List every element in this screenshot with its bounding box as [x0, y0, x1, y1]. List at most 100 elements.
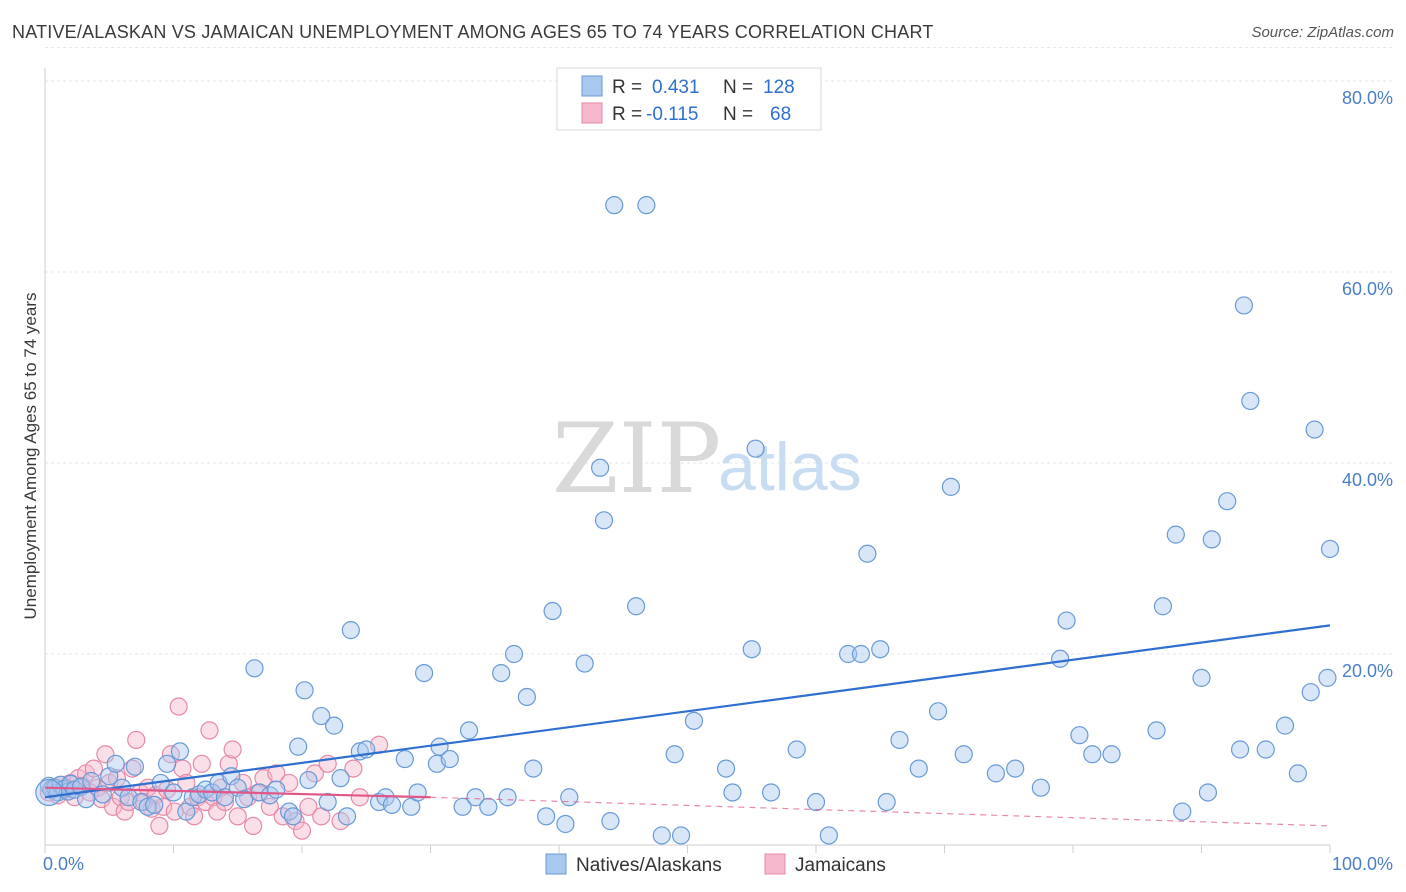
jamaican-point-66: [351, 789, 368, 806]
native-point-48: [338, 808, 355, 825]
native-point-43: [300, 772, 317, 789]
native-point-106: [1032, 779, 1049, 796]
y-tick-label-3: 80.0%: [1342, 88, 1393, 108]
native-point-112: [1148, 722, 1165, 739]
watermark-zip: ZIP: [552, 403, 721, 515]
native-point-70: [525, 760, 542, 777]
stats-legend-r-value-natives: 0.431: [652, 77, 700, 98]
native-point-90: [763, 784, 780, 801]
native-point-105: [1007, 760, 1024, 777]
stats-legend-swatch-natives: [582, 76, 602, 96]
stats-legend-n-label-jamaicans: N =: [723, 104, 753, 125]
bottom-legend: Natives/Alaskans Jamaicans: [546, 854, 886, 876]
native-point-63: [461, 722, 478, 739]
native-point-22: [159, 755, 176, 772]
stats-legend-n-value-natives: 128: [763, 77, 795, 98]
native-point-75: [576, 655, 593, 672]
x-tick-label-0: 0.0%: [43, 854, 84, 874]
native-point-113: [1154, 598, 1171, 615]
jamaican-point-41: [201, 722, 218, 739]
native-point-97: [872, 641, 889, 658]
native-point-77: [595, 512, 612, 529]
native-point-95: [852, 646, 869, 663]
native-point-80: [606, 197, 623, 214]
native-point-40: [285, 808, 302, 825]
native-point-108: [1058, 612, 1075, 629]
native-point-123: [1257, 741, 1274, 758]
native-point-116: [1193, 669, 1210, 686]
native-point-78: [602, 813, 619, 830]
native-point-89: [747, 440, 764, 457]
native-point-68: [506, 646, 523, 663]
native-point-82: [653, 827, 670, 844]
native-point-81: [638, 197, 655, 214]
native-point-98: [878, 794, 895, 811]
native-point-88: [743, 641, 760, 658]
native-point-101: [930, 703, 947, 720]
native-point-124: [1277, 717, 1294, 734]
stats-legend-r-label-natives: R =: [612, 77, 642, 98]
native-point-72: [544, 603, 561, 620]
native-point-49: [342, 622, 359, 639]
native-point-14: [107, 755, 124, 772]
native-point-42: [296, 682, 313, 699]
y-tick-label-1: 40.0%: [1342, 470, 1393, 490]
native-point-119: [1219, 493, 1236, 510]
jamaican-point-33: [170, 698, 187, 715]
stats-legend: R = 0.431 N = 128 R = -0.115 N = 68: [557, 68, 821, 130]
native-point-104: [987, 765, 1004, 782]
native-point-35: [246, 660, 263, 677]
jamaican-point-48: [229, 808, 246, 825]
stats-legend-n-label-natives: N =: [723, 77, 753, 98]
native-point-107: [1052, 650, 1069, 667]
native-point-74: [561, 789, 578, 806]
native-point-47: [332, 770, 349, 787]
stats-legend-n-value-jamaicans: 68: [770, 104, 791, 125]
bottom-legend-label-natives: Natives/Alaskans: [576, 855, 722, 876]
jamaican-point-51: [245, 817, 262, 834]
native-point-120: [1232, 741, 1249, 758]
native-point-84: [673, 827, 690, 844]
native-point-57: [409, 784, 426, 801]
native-point-87: [724, 784, 741, 801]
native-point-24: [171, 743, 188, 760]
native-point-91: [788, 741, 805, 758]
bottom-legend-swatch-natives: [546, 854, 566, 874]
grid-layer: [45, 48, 1392, 654]
native-point-73: [557, 815, 574, 832]
native-point-128: [1319, 669, 1336, 686]
native-point-86: [718, 760, 735, 777]
native-point-17: [126, 758, 143, 775]
natives-trend-line: [45, 625, 1330, 797]
native-point-122: [1242, 392, 1259, 409]
native-point-99: [891, 731, 908, 748]
bottom-legend-swatch-jamaicans: [765, 854, 785, 874]
native-point-79: [628, 598, 645, 615]
native-point-92: [808, 794, 825, 811]
native-point-66: [493, 665, 510, 682]
native-point-20: [146, 796, 163, 813]
native-point-129: [1322, 540, 1339, 557]
stats-legend-swatch-jamaicans: [582, 103, 602, 123]
native-point-109: [1071, 727, 1088, 744]
native-point-cluster: [36, 779, 62, 805]
native-point-61: [441, 751, 458, 768]
native-point-23: [165, 784, 182, 801]
watermark-atlas: atlas: [718, 429, 862, 505]
y-axis-title: Unemployment Among Ages 65 to 74 years: [21, 293, 40, 620]
native-point-96: [859, 545, 876, 562]
native-point-38: [268, 781, 285, 798]
native-point-85: [685, 712, 702, 729]
native-point-117: [1199, 784, 1216, 801]
stats-legend-r-label-jamaicans: R =: [612, 104, 642, 125]
native-point-111: [1103, 746, 1120, 763]
native-point-65: [480, 798, 497, 815]
y-tick-label-2: 60.0%: [1342, 279, 1393, 299]
native-point-54: [383, 796, 400, 813]
native-point-100: [910, 760, 927, 777]
native-point-55: [396, 751, 413, 768]
native-point-71: [538, 808, 555, 825]
native-point-102: [942, 478, 959, 495]
native-point-46: [326, 717, 343, 734]
native-point-58: [416, 665, 433, 682]
